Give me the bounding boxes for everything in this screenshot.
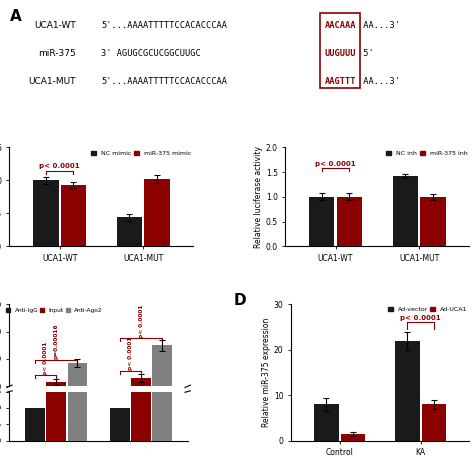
- Text: 5': 5': [357, 49, 374, 58]
- Bar: [337, 197, 362, 246]
- Legend: Anti-IgG, Input, Anti-Ago2: Anti-IgG, Input, Anti-Ago2: [3, 305, 105, 315]
- Bar: [395, 341, 419, 441]
- Text: UCA1-MUT: UCA1-MUT: [28, 77, 76, 86]
- Bar: [131, 392, 151, 441]
- Text: AAGTTT: AAGTTT: [324, 77, 356, 86]
- Legend: NC mimic, miR-375 mimic: NC mimic, miR-375 mimic: [89, 148, 194, 159]
- Bar: [33, 181, 58, 246]
- Text: 5'...AAAATTTTTCCACACCCAA: 5'...AAAATTTTTCCACACCCAA: [101, 21, 228, 30]
- Bar: [314, 404, 338, 441]
- Text: p< 0.0001: p< 0.0001: [401, 315, 441, 321]
- Bar: [110, 408, 129, 441]
- Text: p< 0.0001: p< 0.0001: [138, 304, 144, 337]
- Text: 3' AGUGCGCUCGGCUUGC: 3' AGUGCGCUCGGCUUGC: [101, 49, 201, 58]
- Y-axis label: Relative miR-375 expression: Relative miR-375 expression: [262, 318, 271, 427]
- Bar: [131, 378, 151, 414]
- Text: AA...3': AA...3': [357, 21, 400, 30]
- Text: AACAAA: AACAAA: [324, 21, 356, 30]
- Legend: NC inh, miR-375 inh: NC inh, miR-375 inh: [383, 148, 470, 159]
- Text: p=0.00016: p=0.00016: [54, 324, 59, 359]
- Y-axis label: Relative luciferase activity: Relative luciferase activity: [254, 146, 263, 248]
- Bar: [422, 404, 447, 441]
- Text: miR-375: miR-375: [38, 49, 76, 58]
- Bar: [420, 197, 446, 246]
- Text: p< 0.0001: p< 0.0001: [128, 337, 133, 371]
- Text: UUGUUU: UUGUUU: [324, 49, 356, 58]
- Bar: [309, 197, 334, 246]
- Bar: [341, 434, 365, 441]
- Text: AA...3': AA...3': [357, 77, 400, 86]
- Bar: [68, 363, 87, 414]
- Bar: [145, 179, 170, 246]
- Legend: Ad-vector, Ad-UCA1: Ad-vector, Ad-UCA1: [386, 305, 470, 315]
- Bar: [61, 185, 86, 246]
- Text: D: D: [234, 293, 246, 308]
- Bar: [117, 218, 142, 246]
- Bar: [68, 392, 87, 441]
- Bar: [46, 392, 66, 441]
- Text: UCA1-WT: UCA1-WT: [35, 21, 76, 30]
- Text: p< 0.0001: p< 0.0001: [315, 161, 356, 167]
- Text: A: A: [9, 9, 21, 25]
- Text: p< 0.0001: p< 0.0001: [43, 341, 48, 374]
- Text: 5'...AAAATTTTTCCACACCCAA: 5'...AAAATTTTTCCACACCCAA: [101, 77, 228, 86]
- Bar: [25, 408, 45, 441]
- Text: p< 0.0001: p< 0.0001: [39, 163, 80, 169]
- Bar: [153, 345, 172, 414]
- Bar: [392, 176, 418, 246]
- Bar: [46, 382, 66, 414]
- Bar: [153, 392, 172, 441]
